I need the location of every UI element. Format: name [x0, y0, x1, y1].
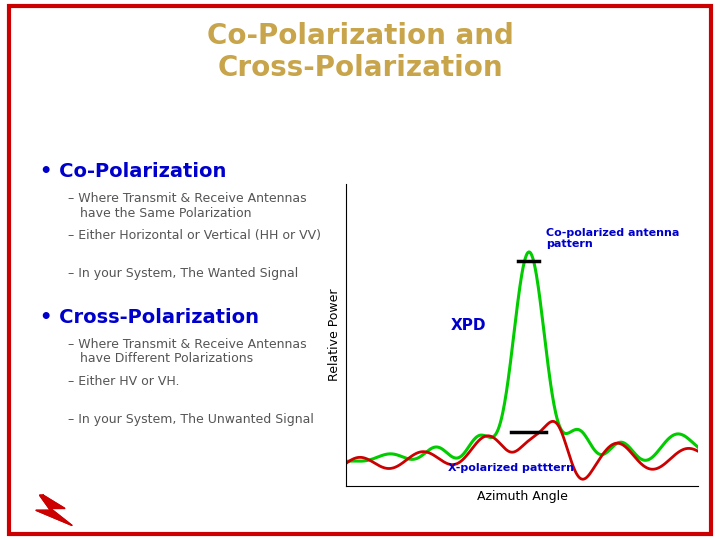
- Text: – In your System, The Unwanted Signal: – In your System, The Unwanted Signal: [68, 413, 314, 426]
- Text: Co-polarized antenna
pattern: Co-polarized antenna pattern: [546, 227, 680, 249]
- Text: X-polarized patttern: X-polarized patttern: [448, 463, 574, 472]
- Text: – In your System, The Wanted Signal: – In your System, The Wanted Signal: [68, 267, 299, 280]
- Text: XPD: XPD: [451, 319, 487, 334]
- Text: • Cross-Polarization: • Cross-Polarization: [40, 308, 258, 327]
- Text: – Where Transmit & Receive Antennas
   have the Same Polarization: – Where Transmit & Receive Antennas have…: [68, 192, 307, 220]
- Polygon shape: [36, 495, 72, 525]
- X-axis label: Azimuth Angle: Azimuth Angle: [477, 490, 567, 503]
- Text: • Co-Polarization: • Co-Polarization: [40, 162, 226, 181]
- Y-axis label: Relative Power: Relative Power: [328, 288, 341, 381]
- Text: – Either HV or VH.: – Either HV or VH.: [68, 375, 180, 388]
- Text: Co-Polarization and
Cross-Polarization: Co-Polarization and Cross-Polarization: [207, 22, 513, 82]
- Text: – Where Transmit & Receive Antennas
   have Different Polarizations: – Where Transmit & Receive Antennas have…: [68, 338, 307, 366]
- Text: – Either Horizontal or Vertical (HH or VV): – Either Horizontal or Vertical (HH or V…: [68, 230, 321, 242]
